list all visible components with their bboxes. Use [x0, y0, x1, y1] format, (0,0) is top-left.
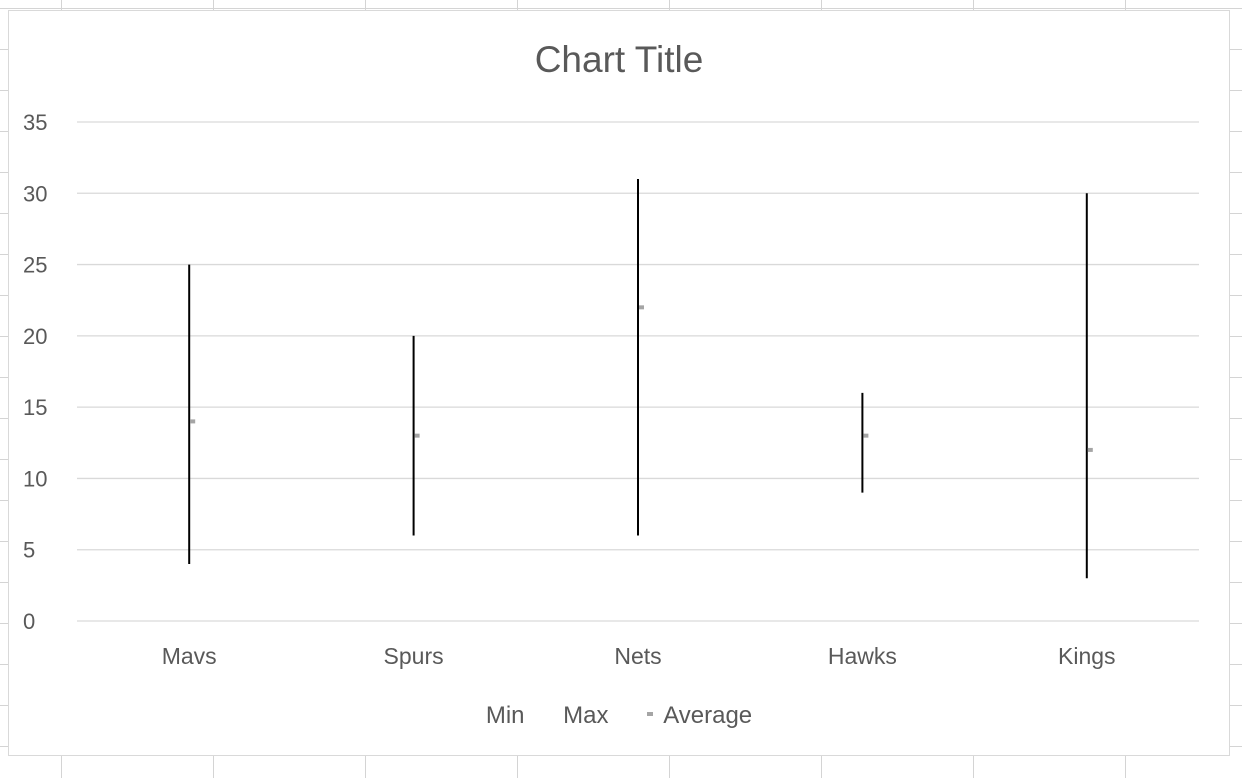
plot-area: 0 5 10 15 20 25 30 35 Mavs Spurs Nets Hawks Kings [23, 110, 1199, 669]
high-low-lines [188, 179, 1088, 579]
x-axis-tick-labels: Mavs Spurs Nets Hawks Kings [162, 643, 1116, 669]
y-axis-tick-labels: 0 5 10 15 20 25 30 35 [23, 110, 47, 634]
average-marker-spurs [414, 433, 420, 438]
chart-area[interactable]: Chart Title 0 5 10 15 20 25 30 35 Mavs Spurs Nets… [8, 10, 1230, 756]
legend-item-average: Average [647, 702, 752, 730]
average-markers [190, 305, 1093, 452]
y-tick-label-35: 35 [23, 110, 47, 135]
average-marker-hawks [863, 433, 869, 438]
average-marker-nets [639, 305, 644, 310]
x-tick-label-spurs: Spurs [384, 643, 444, 669]
x-tick-label-mavs: Mavs [162, 643, 217, 669]
x-tick-label-kings: Kings [1058, 643, 1116, 669]
y-tick-label-20: 20 [23, 324, 47, 349]
legend-label-min: Min [485, 701, 525, 729]
legend-item-max: Max [563, 702, 608, 730]
x-tick-label-nets: Nets [614, 643, 661, 669]
legend-marker-average [647, 712, 654, 717]
y-tick-label-5: 5 [23, 538, 35, 563]
legend-item-min: Min [486, 702, 525, 730]
legend-label-max: Max [563, 701, 609, 729]
y-tick-label-30: 30 [23, 181, 47, 206]
y-tick-label-15: 15 [23, 395, 47, 420]
y-tick-label-0: 0 [23, 609, 35, 634]
chart-title[interactable]: Chart Title [534, 39, 704, 80]
legend-label-average: Average [663, 701, 753, 729]
legend[interactable]: Min Max Average [9, 701, 1229, 730]
x-tick-label-hawks: Hawks [828, 643, 897, 669]
y-tick-label-10: 10 [23, 466, 47, 491]
y-tick-label-25: 25 [23, 253, 47, 278]
average-marker-mavs [190, 419, 196, 424]
average-marker-kings [1087, 447, 1093, 452]
